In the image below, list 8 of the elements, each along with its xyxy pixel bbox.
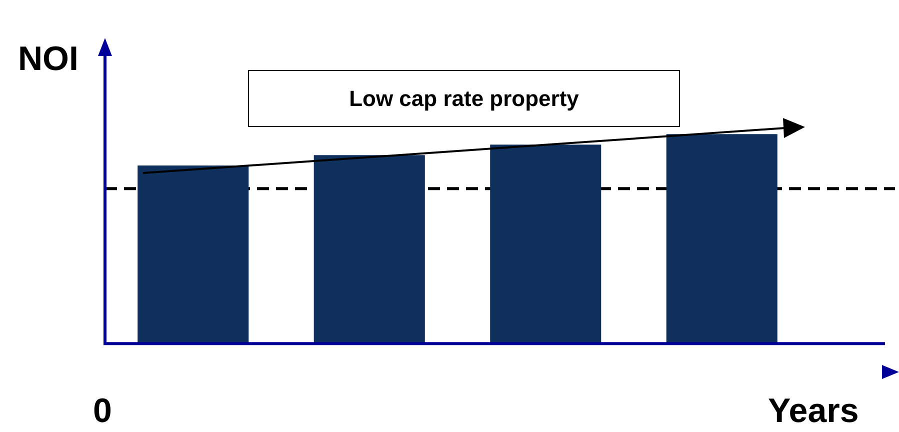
x-axis-title: Years (768, 392, 859, 431)
bar (490, 144, 602, 344)
y-axis-title: NOI (18, 40, 78, 79)
bar (138, 166, 249, 344)
text: 0 (93, 392, 112, 431)
bar (666, 134, 778, 344)
bar (314, 155, 425, 344)
chart-title: Low cap rate property (248, 70, 680, 127)
